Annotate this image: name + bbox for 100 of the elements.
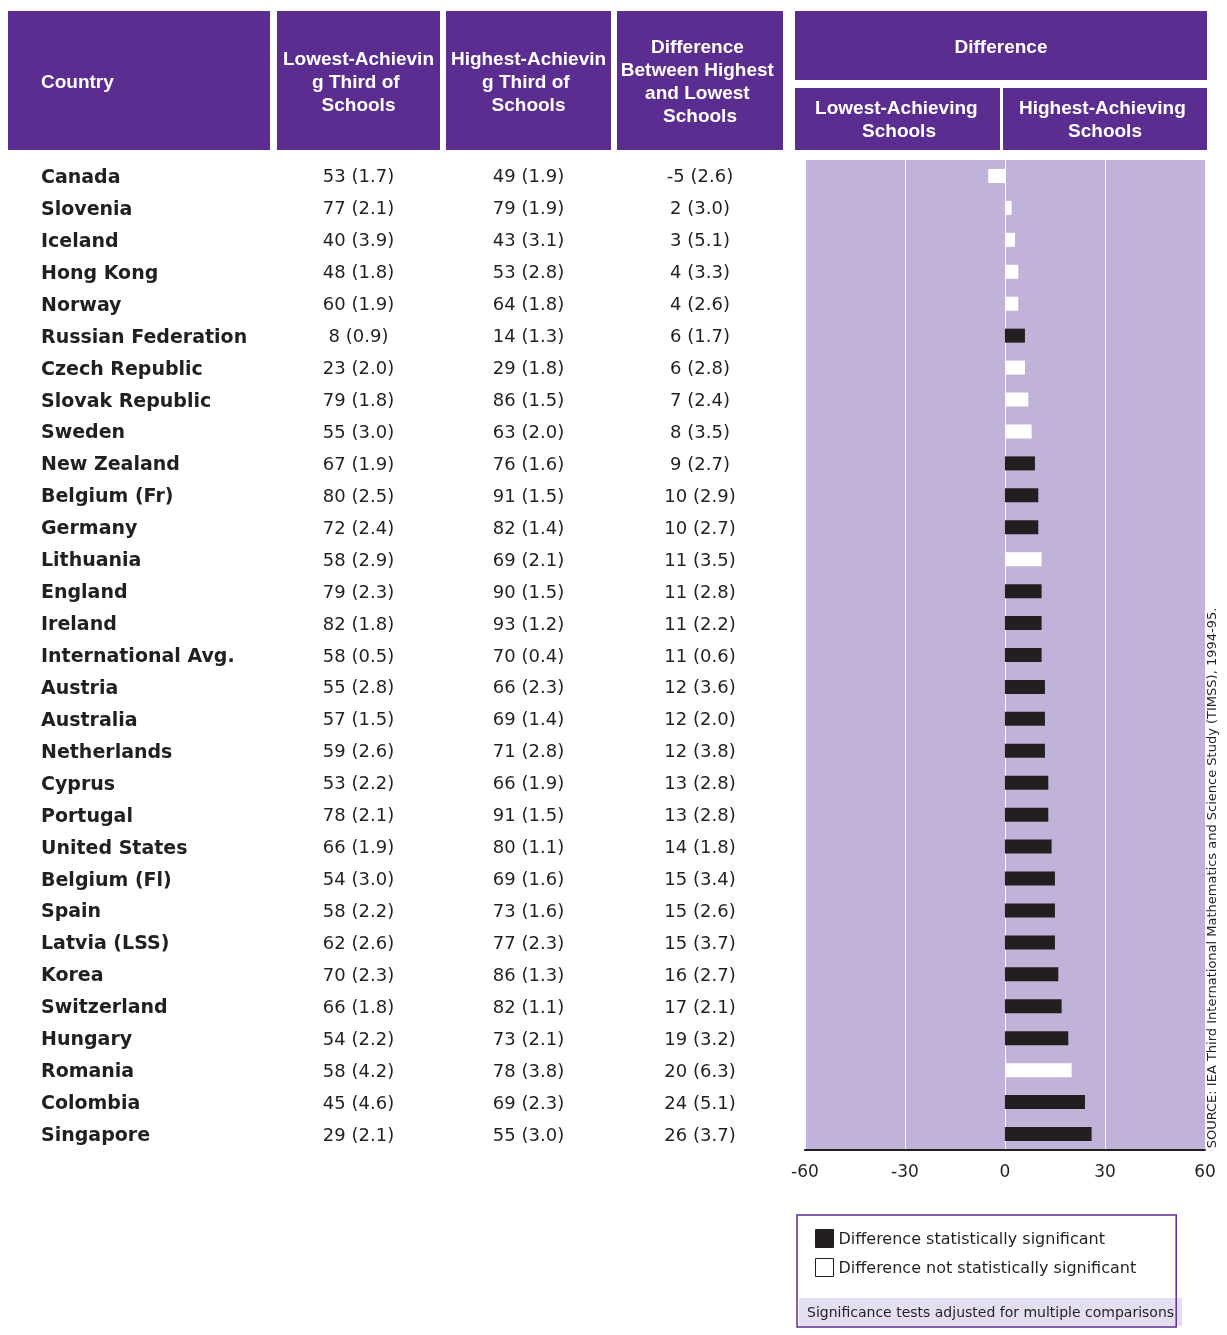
- x-tick-label: 30: [1094, 1160, 1116, 1181]
- text: Significance tests adjusted for multiple comparisons: [807, 1304, 1175, 1320]
- data-label: 54 (3.0): [322, 868, 395, 890]
- text: Lowest-Achieving Schools: [815, 97, 983, 141]
- x-tick-label: -30: [891, 1160, 919, 1181]
- data-label: 82 (1.4): [492, 516, 565, 538]
- data-label: 49 (1.9): [492, 165, 565, 187]
- data-label: 86 (1.3): [492, 963, 565, 985]
- category-label: Portugal: [41, 803, 133, 826]
- data-label: 2 (3.0): [670, 197, 730, 219]
- category-label: Slovenia: [41, 196, 133, 219]
- text: Country: [41, 70, 115, 92]
- data-label: 11 (3.5): [664, 548, 736, 570]
- data-label: 14 (1.8): [664, 836, 736, 858]
- data-label: 58 (2.9): [322, 548, 395, 570]
- category-label: Lithuania: [41, 548, 142, 571]
- x-tick-label: 60: [1194, 1160, 1216, 1181]
- data-label: 79 (1.9): [492, 197, 565, 219]
- data-label: 43 (3.1): [492, 229, 565, 251]
- data-label: 59 (2.6): [322, 740, 395, 762]
- data-label: 26 (3.7): [664, 1123, 736, 1145]
- data-label: 53 (2.8): [492, 261, 565, 283]
- data-label: 78 (2.1): [322, 804, 395, 826]
- data-label: 82 (1.1): [492, 995, 565, 1017]
- data-label: 73 (1.6): [492, 899, 565, 921]
- data-label: 66 (1.9): [322, 836, 395, 858]
- data-label: 10 (2.7): [664, 516, 736, 538]
- category-label: Belgium (Fl): [41, 867, 172, 890]
- legend-label: Difference not statistically significant: [838, 1258, 1137, 1277]
- data-label: 45 (4.6): [322, 1091, 395, 1113]
- data-label: 53 (1.7): [322, 165, 395, 187]
- category-label: Sweden: [41, 420, 126, 443]
- text: Highest-Achieving Schools: [1018, 97, 1192, 141]
- data-label: 73 (2.1): [492, 1027, 565, 1049]
- category-label: International Avg.: [41, 644, 235, 666]
- legend-label: Difference statistically significant: [838, 1229, 1105, 1248]
- data-label: 6 (1.7): [670, 325, 730, 347]
- data-label: 17 (2.1): [664, 995, 736, 1017]
- data-label: 86 (1.5): [492, 389, 565, 411]
- x-tick-label: -60: [790, 1160, 819, 1181]
- data-label: 14 (1.3): [492, 325, 565, 347]
- category-label: Iceland: [41, 228, 119, 251]
- data-label: 15 (2.6): [664, 899, 736, 921]
- data-label: 69 (1.4): [492, 708, 565, 730]
- data-label: 66 (1.8): [322, 995, 395, 1017]
- data-label: 93 (1.2): [492, 612, 565, 634]
- data-label: 3 (5.1): [670, 229, 730, 251]
- data-label: 79 (2.3): [322, 580, 395, 602]
- category-label: Netherlands: [41, 739, 173, 762]
- data-label: 6 (2.8): [670, 357, 730, 379]
- text: Difference Between Highest and Lowest Schools: [620, 36, 780, 126]
- data-label: 29 (2.1): [322, 1123, 395, 1145]
- data-label: 20 (6.3): [664, 1059, 736, 1081]
- data-label: 72 (2.4): [322, 516, 395, 538]
- category-label: Austria: [41, 675, 119, 698]
- category-label: Russian Federation: [41, 324, 248, 347]
- data-label: 66 (2.3): [492, 676, 565, 698]
- data-label: 13 (2.8): [664, 804, 736, 826]
- data-label: 11 (0.6): [664, 644, 736, 666]
- data-label: 55 (3.0): [492, 1123, 565, 1145]
- data-label: 19 (3.2): [664, 1027, 736, 1049]
- data-label: 58 (4.2): [322, 1059, 395, 1081]
- data-label: 24 (5.1): [664, 1091, 736, 1113]
- data-label: 12 (3.8): [664, 740, 736, 762]
- category-label: Slovak Republic: [41, 388, 212, 411]
- data-label: 11 (2.2): [664, 612, 736, 634]
- data-label: 53 (2.2): [322, 772, 395, 794]
- data-label: 69 (1.6): [492, 868, 565, 890]
- data-label: 77 (2.1): [322, 197, 395, 219]
- category-label: Ireland: [41, 612, 117, 635]
- category-label: Australia: [41, 707, 138, 730]
- data-label: 69 (2.1): [492, 548, 565, 570]
- category-label: Germany: [41, 516, 138, 539]
- category-label: New Zealand: [41, 452, 180, 475]
- data-label: 80 (1.1): [492, 836, 565, 858]
- data-label: 15 (3.7): [664, 931, 736, 953]
- data-label: 10 (2.9): [664, 484, 736, 506]
- data-label: 78 (3.8): [492, 1059, 565, 1081]
- category-label: Norway: [41, 292, 123, 315]
- category-label: Latvia (LSS): [41, 931, 170, 954]
- data-label: 64 (1.8): [492, 293, 565, 315]
- category-label: Cyprus: [41, 771, 116, 794]
- data-label: 16 (2.7): [664, 963, 736, 985]
- data-label: 57 (1.5): [322, 708, 395, 730]
- data-label: 90 (1.5): [492, 580, 565, 602]
- category-label: Belgium (Fr): [41, 484, 174, 507]
- data-label: 55 (2.8): [322, 676, 395, 698]
- annotation: SOURCE: IEA Third International Mathematics and Science Study (TIMSS), 1994-95.: [1203, 607, 1219, 1149]
- data-label: 4 (3.3): [670, 261, 730, 283]
- category-label: Czech Republic: [41, 356, 203, 379]
- data-label: 12 (3.6): [664, 676, 736, 698]
- category-label: Singapore: [41, 1123, 151, 1146]
- data-label: 62 (2.6): [322, 931, 395, 953]
- data-label: 70 (2.3): [322, 963, 395, 985]
- data-label: 54 (2.2): [322, 1027, 395, 1049]
- data-label: 4 (2.6): [670, 293, 730, 315]
- data-label: 58 (2.2): [322, 899, 395, 921]
- x-tick-label: 0: [999, 1160, 1011, 1181]
- data-label: 60 (1.9): [322, 293, 395, 315]
- category-label: England: [41, 580, 128, 603]
